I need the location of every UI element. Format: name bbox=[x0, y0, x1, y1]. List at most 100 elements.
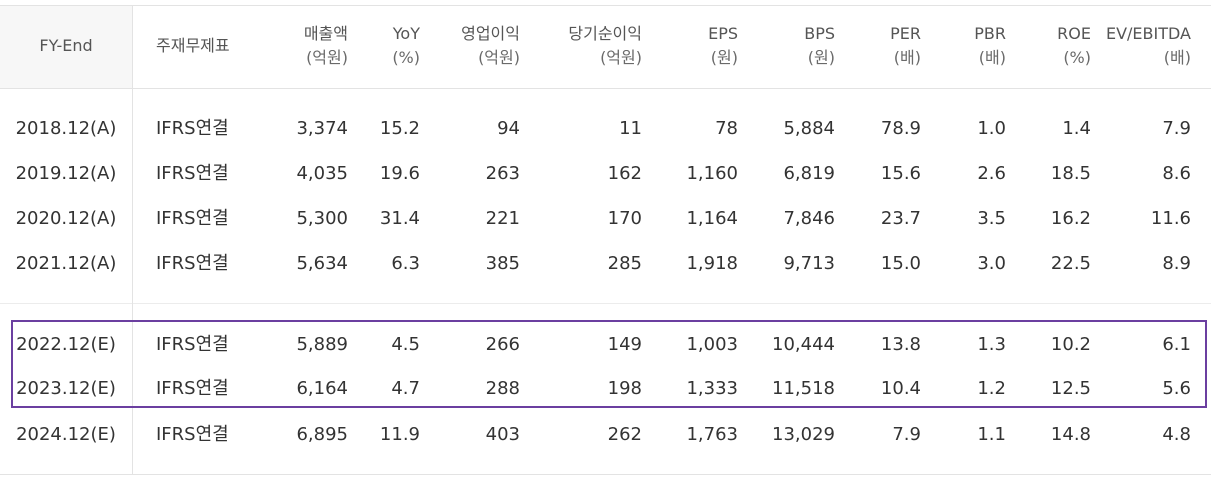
group-divider bbox=[0, 303, 1211, 304]
header-eps: EPS (원) bbox=[650, 22, 738, 70]
cell-eps: 1,763 bbox=[686, 424, 738, 445]
header-net-income-label: 당기순이익 bbox=[568, 24, 642, 43]
cell-yoy: 31.4 bbox=[379, 208, 420, 229]
header-pbr-unit: (배) bbox=[978, 48, 1006, 67]
table-row: 2020.12(A) IFRS연결 5,300 31.4 221 170 1,1… bbox=[0, 204, 1211, 234]
header-per-label: PER bbox=[890, 24, 921, 43]
cell-operating-profit: 94 bbox=[497, 118, 520, 139]
cell-bps: 5,884 bbox=[783, 118, 835, 139]
cell-sales: 3,374 bbox=[296, 118, 348, 139]
cell-pbr: 2.6 bbox=[977, 163, 1006, 184]
cell-yoy: 6.3 bbox=[391, 253, 420, 274]
header-eps-label: EPS bbox=[708, 24, 738, 43]
fy-header-background bbox=[0, 5, 132, 88]
cell-per: 78.9 bbox=[880, 118, 921, 139]
cell-pbr: 1.0 bbox=[977, 118, 1006, 139]
cell-roe: 18.5 bbox=[1050, 163, 1091, 184]
header-operating-profit-label: 영업이익 bbox=[461, 24, 520, 43]
header-bps-label: BPS bbox=[804, 24, 835, 43]
table-row: 2024.12(E) IFRS연결 6,895 11.9 403 262 1,7… bbox=[0, 420, 1211, 450]
cell-yoy: 15.2 bbox=[379, 118, 420, 139]
cell-bps: 7,846 bbox=[783, 208, 835, 229]
cell-pbr: 1.1 bbox=[977, 424, 1006, 445]
fy-column-divider bbox=[132, 5, 133, 475]
header-per-unit: (배) bbox=[893, 48, 921, 67]
header-yoy: YoY (%) bbox=[350, 22, 420, 70]
table-row: 2019.12(A) IFRS연결 4,035 19.6 263 162 1,1… bbox=[0, 159, 1211, 189]
cell-per: 23.7 bbox=[880, 208, 921, 229]
header-yoy-unit: (%) bbox=[392, 48, 420, 67]
cell-operating-profit: 263 bbox=[485, 163, 520, 184]
header-ev-ebitda-label: EV/EBITDA bbox=[1105, 24, 1191, 43]
cell-eps: 78 bbox=[715, 118, 738, 139]
cell-per: 13.8 bbox=[880, 334, 921, 355]
cell-per: 15.6 bbox=[880, 163, 921, 184]
header-sales-label: 매출액 bbox=[303, 24, 348, 43]
cell-yoy: 11.9 bbox=[379, 424, 420, 445]
header-bps-unit: (원) bbox=[807, 48, 835, 67]
cell-fy-end: 2019.12(A) bbox=[15, 163, 117, 184]
table-top-border bbox=[0, 5, 1211, 6]
cell-statement-type: IFRS연결 bbox=[156, 118, 229, 139]
cell-operating-profit: 221 bbox=[485, 208, 520, 229]
cell-net-income: 162 bbox=[607, 163, 642, 184]
cell-sales: 5,889 bbox=[296, 334, 348, 355]
cell-pbr: 1.3 bbox=[977, 334, 1006, 355]
cell-yoy: 4.5 bbox=[391, 334, 420, 355]
header-statement-type: 주재무제표 bbox=[156, 36, 230, 55]
header-yoy-label: YoY bbox=[392, 24, 420, 43]
cell-fy-end: 2023.12(E) bbox=[16, 378, 116, 399]
cell-ev-ebitda: 8.6 bbox=[1162, 163, 1191, 184]
header-pbr: PBR (배) bbox=[930, 22, 1006, 70]
table-bottom-border bbox=[0, 474, 1211, 475]
header-bps: BPS (원) bbox=[745, 22, 835, 70]
cell-fy-end: 2024.12(E) bbox=[16, 424, 116, 445]
header-pbr-label: PBR bbox=[974, 24, 1006, 43]
cell-pbr: 3.5 bbox=[977, 208, 1006, 229]
cell-net-income: 198 bbox=[607, 378, 642, 399]
header-sales: 매출액 (억원) bbox=[248, 22, 348, 70]
cell-net-income: 149 bbox=[607, 334, 642, 355]
header-ev-ebitda-unit: (배) bbox=[1163, 48, 1191, 67]
cell-fy-end: 2022.12(E) bbox=[16, 334, 116, 355]
cell-bps: 11,518 bbox=[772, 378, 835, 399]
header-ev-ebitda: EV/EBITDA (배) bbox=[1095, 22, 1191, 70]
cell-roe: 12.5 bbox=[1050, 378, 1091, 399]
cell-operating-profit: 403 bbox=[485, 424, 520, 445]
cell-eps: 1,333 bbox=[686, 378, 738, 399]
group-gap bbox=[0, 290, 1211, 318]
cell-sales: 5,300 bbox=[296, 208, 348, 229]
header-operating-profit: 영업이익 (억원) bbox=[420, 22, 520, 70]
header-net-income-unit: (억원) bbox=[600, 48, 642, 67]
cell-statement-type: IFRS연결 bbox=[156, 208, 229, 229]
cell-sales: 6,164 bbox=[296, 378, 348, 399]
cell-operating-profit: 385 bbox=[485, 253, 520, 274]
cell-roe: 1.4 bbox=[1062, 118, 1091, 139]
table-row: 2021.12(A) IFRS연결 5,634 6.3 385 285 1,91… bbox=[0, 249, 1211, 279]
cell-statement-type: IFRS연결 bbox=[156, 163, 229, 184]
cell-statement-type: IFRS연결 bbox=[156, 378, 229, 399]
cell-statement-type: IFRS연결 bbox=[156, 253, 229, 274]
cell-net-income: 262 bbox=[607, 424, 642, 445]
table-row: 2023.12(E) IFRS연결 6,164 4.7 288 198 1,33… bbox=[0, 374, 1211, 404]
header-bottom-border bbox=[0, 88, 1211, 89]
header-eps-unit: (원) bbox=[710, 48, 738, 67]
table-row: 2022.12(E) IFRS연결 5,889 4.5 266 149 1,00… bbox=[0, 330, 1211, 360]
cell-net-income: 170 bbox=[607, 208, 642, 229]
header-operating-profit-unit: (억원) bbox=[478, 48, 520, 67]
cell-sales: 6,895 bbox=[296, 424, 348, 445]
cell-eps: 1,160 bbox=[686, 163, 738, 184]
cell-per: 15.0 bbox=[880, 253, 921, 274]
cell-yoy: 19.6 bbox=[379, 163, 420, 184]
cell-ev-ebitda: 4.8 bbox=[1162, 424, 1191, 445]
cell-fy-end: 2021.12(A) bbox=[15, 253, 117, 274]
cell-pbr: 3.0 bbox=[977, 253, 1006, 274]
cell-ev-ebitda: 8.9 bbox=[1162, 253, 1191, 274]
cell-yoy: 4.7 bbox=[391, 378, 420, 399]
cell-bps: 10,444 bbox=[772, 334, 835, 355]
cell-roe: 14.8 bbox=[1050, 424, 1091, 445]
cell-net-income: 285 bbox=[607, 253, 642, 274]
cell-operating-profit: 288 bbox=[485, 378, 520, 399]
header-net-income: 당기순이익 (억원) bbox=[530, 22, 642, 70]
